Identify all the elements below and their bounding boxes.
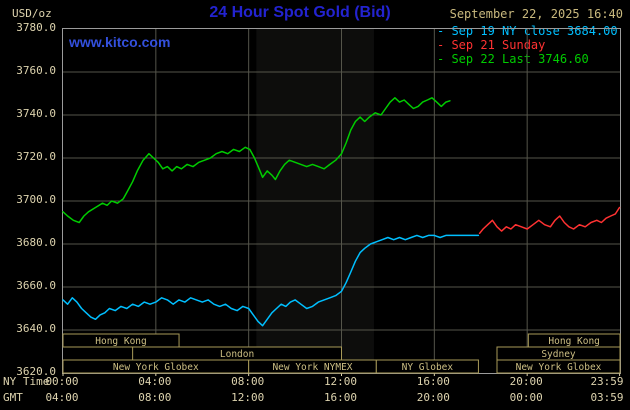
legend-item: - Sep 22 Last 3746.60 xyxy=(437,52,589,66)
price-line-sep22 xyxy=(62,97,451,224)
price-line-sep19 xyxy=(62,234,480,327)
x-axis-label-gmt: 16:00 xyxy=(323,391,358,404)
session-label: Hong Kong xyxy=(548,336,599,347)
datetime-label: September 22, 2025 16:40 xyxy=(449,7,623,21)
ny-time-label: NY Time xyxy=(3,375,50,388)
x-axis-label-ny: 08:00 xyxy=(231,375,265,388)
y-axis-label: 3760.0 xyxy=(16,64,56,77)
x-axis-label-ny: 23:59 xyxy=(590,375,624,388)
x-axis-label-ny: 20:00 xyxy=(509,375,543,388)
price-chart-canvas: Hong Kong Hong Kong London Sydney New York G… xyxy=(62,29,621,376)
legend: - Sep 19 NY close 3684.00- Sep 21 Sunday… xyxy=(437,24,618,66)
session-label: NY Globex xyxy=(402,362,454,373)
y-axis-label: 3720.0 xyxy=(16,150,56,163)
chart-title: 24 Hour Spot Gold (Bid) xyxy=(209,4,391,21)
unit-label: USD/oz xyxy=(12,7,52,20)
session-label: London xyxy=(220,349,254,360)
legend-item: - Sep 21 Sunday xyxy=(437,38,546,52)
session-box xyxy=(375,359,479,374)
x-axis-label-ny: 12:00 xyxy=(323,375,358,388)
x-axis-label-ny: 00:00 xyxy=(45,375,79,388)
y-axis-label: 3700.0 xyxy=(16,193,56,206)
session-label: New York Globex xyxy=(516,362,602,373)
session-label: Sydney xyxy=(541,349,576,360)
y-axis-label: 3740.0 xyxy=(16,107,56,120)
x-axis-label-gmt: 00:00 xyxy=(509,391,543,404)
x-axis-label-ny: 04:00 xyxy=(138,375,172,388)
session-label: New York Globex xyxy=(113,362,199,373)
kitco-watermark[interactable]: www.kitco.com xyxy=(69,34,171,50)
price-line-sep21 xyxy=(478,206,621,235)
x-axis-label-gmt: 08:00 xyxy=(138,391,172,404)
y-axis-label: 3640.0 xyxy=(16,322,56,335)
plot-area: Hong Kong Hong Kong London Sydney New York G… xyxy=(62,28,621,376)
session-label: New York NYMEX xyxy=(272,362,352,373)
session-box xyxy=(62,333,180,348)
session-label: Hong Kong xyxy=(95,336,146,347)
x-axis-label-gmt: 03:59 xyxy=(590,391,624,404)
gmt-label: GMT xyxy=(3,391,23,404)
y-axis-label: 3680.0 xyxy=(16,236,56,249)
y-axis-label: 3660.0 xyxy=(16,279,56,292)
y-axis-label: 3780.0 xyxy=(16,21,56,34)
x-axis-label-gmt: 12:00 xyxy=(231,391,265,404)
x-axis-label-gmt: 20:00 xyxy=(416,391,450,404)
x-axis-label-ny: 16:00 xyxy=(416,375,450,388)
x-axis-label-gmt: 04:00 xyxy=(45,391,79,404)
session-box xyxy=(496,359,621,374)
